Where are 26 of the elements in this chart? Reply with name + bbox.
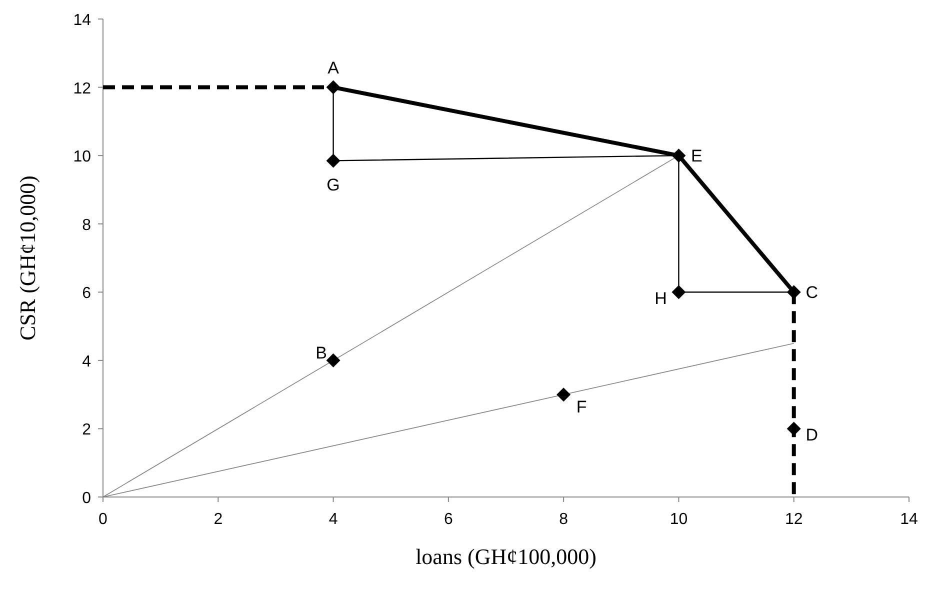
annotation: D (806, 426, 818, 445)
x-tick-label: 8 (559, 511, 568, 528)
x-tick-label: 6 (444, 511, 453, 528)
annotation: E (691, 146, 702, 166)
y-tick-label: 14 (73, 12, 92, 29)
x-axis-title: loans (GH¢100,000) (416, 544, 596, 569)
x-tick-label: 14 (900, 511, 918, 528)
annotation: H (654, 289, 667, 308)
y-axis-title: CSR (GH¢10,000) (15, 175, 40, 341)
x-tick-label: 2 (214, 511, 223, 528)
annotation: A (328, 58, 340, 78)
x-tick-label: 10 (670, 511, 688, 528)
annotation: B (316, 343, 327, 362)
x-tick-label: 0 (98, 511, 108, 528)
annotation: G (326, 176, 340, 195)
annotation: C (806, 283, 818, 302)
x-tick-label: 12 (784, 511, 803, 528)
x-tick-label: 4 (328, 511, 338, 528)
y-tick-label: 12 (73, 80, 92, 98)
y-tick-label: 6 (82, 285, 92, 302)
y-tick-label: 2 (82, 422, 92, 439)
y-tick-label: 10 (73, 148, 92, 166)
annotation: F (576, 398, 587, 417)
y-tick-label: 4 (82, 353, 92, 370)
y-tick-label: 8 (82, 216, 92, 234)
y-tick-label: 0 (82, 490, 92, 507)
